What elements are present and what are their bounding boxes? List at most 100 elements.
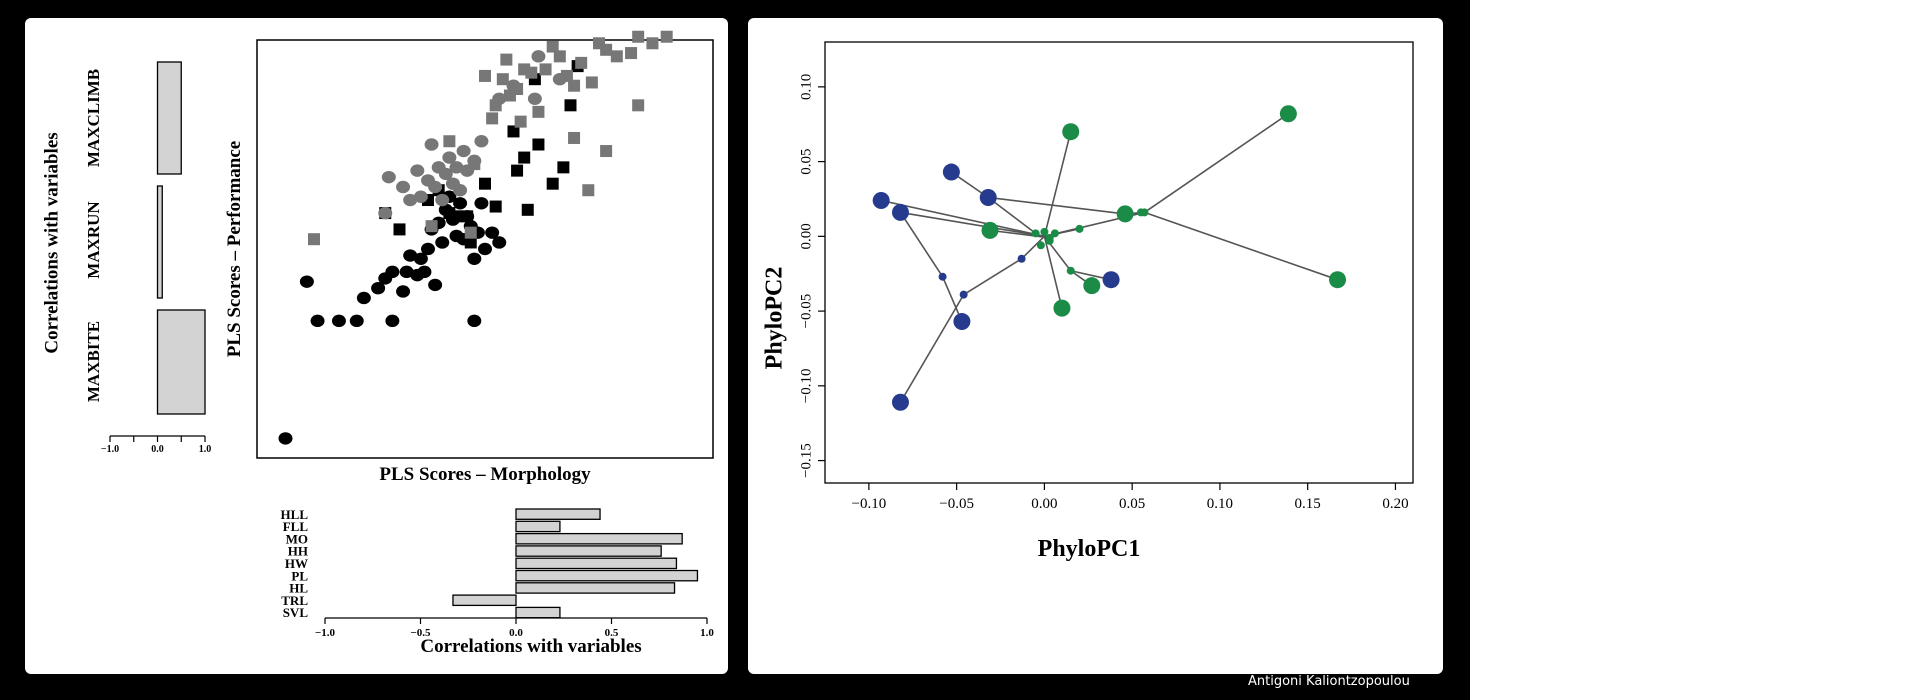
pls-point-square bbox=[532, 105, 545, 118]
pls-point-square bbox=[511, 82, 524, 95]
pls-point-circle bbox=[435, 193, 450, 207]
phylo-node-point bbox=[891, 203, 909, 221]
phylo-node-point bbox=[872, 191, 890, 209]
pls-point-circle bbox=[531, 50, 546, 63]
pls-point-square bbox=[489, 200, 502, 213]
phylo-node-point bbox=[1053, 299, 1071, 317]
phylo-branch-line bbox=[1143, 113, 1289, 214]
phylo-node-point bbox=[953, 313, 971, 331]
pls-point-circle bbox=[385, 265, 400, 279]
pls-point-square bbox=[461, 210, 474, 223]
phylo-branch-line bbox=[988, 196, 1126, 215]
performance-variable-label: MAXRUN bbox=[84, 201, 103, 279]
pls-point-circle bbox=[417, 265, 432, 279]
morphology-tick-label: 1.0 bbox=[700, 627, 714, 639]
pls-point-circle bbox=[381, 170, 396, 184]
phylo-y-tick-label: 0.05 bbox=[798, 148, 814, 174]
pls-point-square bbox=[479, 69, 491, 82]
pls-point-square bbox=[518, 151, 531, 164]
pls-point-square bbox=[464, 226, 477, 239]
phylo-node-point bbox=[959, 290, 968, 299]
pls-point-circle bbox=[371, 281, 386, 295]
pls-plot-frame bbox=[256, 39, 714, 459]
pls-point-square bbox=[557, 161, 570, 174]
morphology-tick-label: −0.5 bbox=[410, 627, 431, 639]
pls-point-circle bbox=[396, 180, 411, 194]
pls-point-circle bbox=[421, 242, 435, 256]
pls-point-circle bbox=[478, 242, 492, 256]
performance-axis-title: Correlations with variables bbox=[41, 132, 62, 353]
morphology-variable-label: HW bbox=[285, 556, 308, 571]
pls-point-square bbox=[625, 47, 638, 60]
phylo-node-point bbox=[1116, 205, 1134, 223]
morphology-variable-label: HL bbox=[289, 581, 308, 596]
morphology-tick-label: −1.0 bbox=[315, 627, 336, 639]
phylomorphospace-panel: −0.10 −0.05 0.00 0.05 0.10 0.15 0.20 −0.15 −0.10… bbox=[748, 18, 1443, 674]
pls-point-square bbox=[564, 99, 577, 112]
pls-point-circle bbox=[299, 275, 314, 288]
phylo-node-point bbox=[981, 221, 999, 239]
pls-point-square bbox=[646, 37, 659, 50]
morphology-variable-label: PL bbox=[291, 568, 308, 583]
phylo-x-tick-label: −0.05 bbox=[939, 496, 974, 512]
pls-point-circle bbox=[449, 161, 464, 174]
pls-point-circle bbox=[438, 167, 453, 181]
phylo-node-point bbox=[979, 188, 997, 206]
phylo-x-tick-label: 0.05 bbox=[1119, 496, 1145, 512]
phylo-node-point bbox=[1279, 105, 1297, 123]
morphology-correlation-bar bbox=[515, 532, 683, 545]
morphology-variable-label: HH bbox=[288, 544, 308, 559]
performance-correlation-bar bbox=[156, 61, 182, 175]
pls-point-circle bbox=[403, 193, 418, 207]
morphology-correlation-bar bbox=[515, 557, 678, 570]
pls-point-circle bbox=[413, 190, 428, 203]
performance-variable-label: MAXCLIMB bbox=[84, 69, 103, 167]
pls-point-circle bbox=[442, 151, 457, 164]
phylo-branch-line bbox=[989, 229, 1050, 239]
pls-point-circle bbox=[424, 138, 439, 151]
phylo-x-tick-label: 0.00 bbox=[1031, 496, 1057, 512]
phylo-node-point bbox=[938, 272, 947, 281]
phylo-node-point bbox=[1140, 208, 1149, 217]
pls-point-square bbox=[632, 30, 645, 43]
phylo-branch-line bbox=[899, 211, 944, 278]
pls-point-square bbox=[500, 53, 513, 66]
phylo-y-tick-label: 0.00 bbox=[798, 223, 814, 249]
phylo-node-point bbox=[1062, 123, 1080, 141]
pls-point-circle bbox=[413, 252, 428, 265]
phylo-y-tick-label: 0.10 bbox=[798, 74, 814, 100]
phylo-node-point bbox=[1050, 229, 1059, 238]
pls-y-axis-label: PLS Scores – Performance bbox=[224, 141, 245, 358]
phylo-node-point bbox=[1045, 236, 1054, 245]
pls-figure: PLS Scores – Morphology PLS Scores – Perf… bbox=[41, 30, 714, 657]
pls-point-square bbox=[308, 233, 320, 246]
pls-point-circle bbox=[527, 92, 542, 105]
pls-point-square bbox=[553, 50, 566, 63]
phylo-plot-frame bbox=[824, 41, 1414, 484]
photo-credit: Antigoni Kaliontzopoulou bbox=[1248, 674, 1410, 689]
morphology-variable-label: MO bbox=[286, 531, 308, 546]
morphology-axis-title: Correlations with variables bbox=[420, 636, 641, 657]
performance-variable-label: MAXBITE bbox=[84, 321, 103, 402]
pls-point-square bbox=[539, 63, 552, 76]
phylo-node-point bbox=[1329, 271, 1347, 289]
morphology-correlation-bar bbox=[452, 594, 517, 607]
phylo-branch-line bbox=[1144, 211, 1338, 281]
pls-point-square bbox=[660, 30, 673, 43]
pls-point-square bbox=[585, 76, 598, 89]
pls-point-square bbox=[632, 99, 645, 112]
pls-point-square bbox=[582, 184, 595, 197]
pls-panel: PLS Scores – Morphology PLS Scores – Perf… bbox=[25, 18, 728, 674]
phylo-x-tick-label: 0.15 bbox=[1295, 496, 1321, 512]
pls-point-circle bbox=[378, 206, 393, 220]
phylo-node-point bbox=[942, 163, 960, 181]
morphology-correlation-bar bbox=[515, 606, 561, 619]
pls-point-square bbox=[450, 210, 463, 223]
morphology-correlation-bar bbox=[515, 508, 601, 520]
phylo-node-point bbox=[1102, 271, 1120, 289]
phylo-x-tick-label: 0.10 bbox=[1207, 496, 1233, 512]
phylo-branch-line bbox=[880, 199, 1045, 238]
pls-point-circle bbox=[356, 291, 371, 305]
pls-point-circle bbox=[428, 278, 443, 292]
pls-point-circle bbox=[456, 144, 471, 158]
